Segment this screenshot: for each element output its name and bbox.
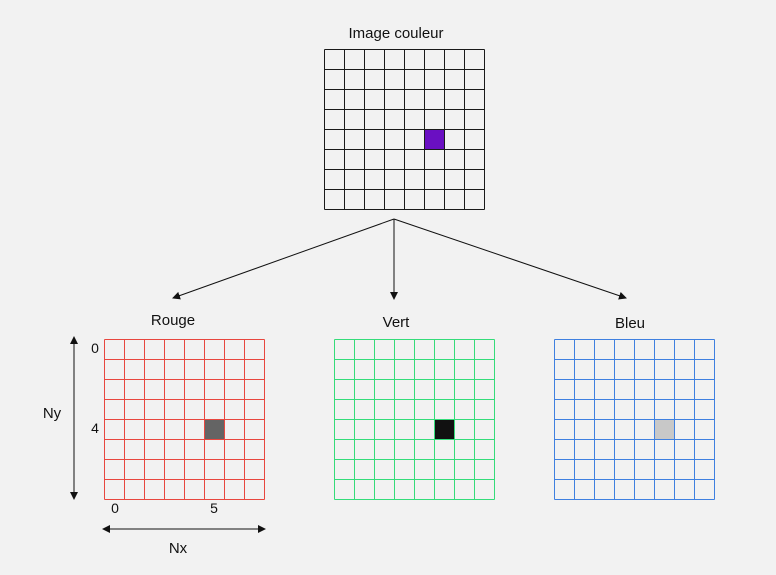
source-highlighted-pixel — [424, 129, 445, 150]
rouge-highlighted-pixel — [204, 419, 225, 440]
channel-title-rouge: Rouge — [151, 312, 195, 329]
blue-channel-grid — [554, 339, 715, 500]
y-tick-0: 0 — [91, 340, 99, 356]
split-arrow-to-bleu — [393, 218, 627, 300]
channel-title-bleu: Bleu — [615, 315, 645, 332]
ny-axis-label: Ny — [43, 405, 62, 422]
green-channel-grid — [334, 339, 495, 500]
bleu-highlighted-pixel — [654, 419, 675, 440]
source-color-grid — [324, 49, 485, 210]
split-arrow-to-rouge — [172, 218, 395, 300]
channel-title-vert: Vert — [383, 314, 411, 331]
vert-highlighted-pixel — [434, 419, 455, 440]
y-tick-4: 4 — [91, 420, 99, 436]
x-tick-0: 0 — [111, 500, 119, 516]
red-channel-grid — [104, 339, 265, 500]
x-tick-5: 5 — [210, 500, 218, 516]
source-image-title: Image couleur — [348, 25, 443, 42]
nx-axis-label: Nx — [169, 540, 188, 557]
